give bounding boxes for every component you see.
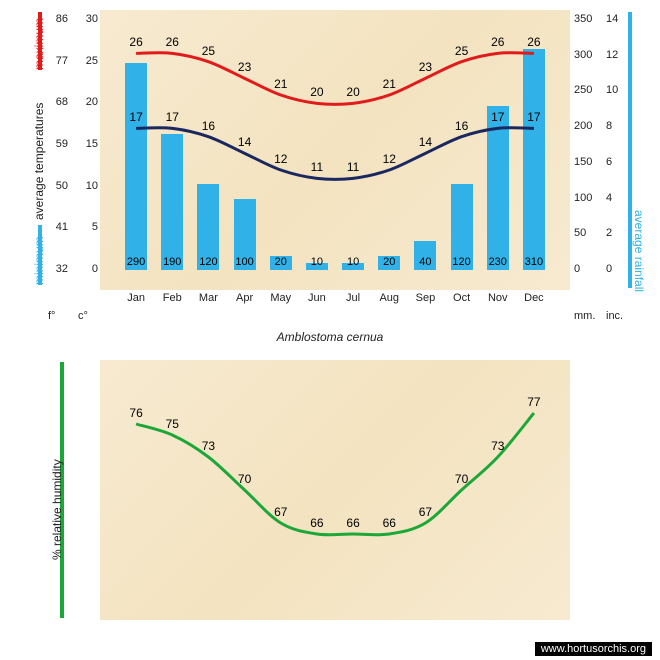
min-temp-value: 14 xyxy=(411,135,439,149)
min-temp-line xyxy=(136,128,534,180)
max-temp-value: 21 xyxy=(375,77,403,91)
month-label: Mar xyxy=(194,292,222,304)
temp-f-tick: 68 xyxy=(48,96,68,108)
rain-mm-tick: 250 xyxy=(574,84,600,96)
rain-in-tick: 10 xyxy=(606,84,626,96)
min-temp-value: 16 xyxy=(194,119,222,133)
max-temp-value: 26 xyxy=(520,35,548,49)
month-label: Jul xyxy=(339,292,367,304)
temp-c-tick: 30 xyxy=(78,13,98,25)
max-temp-value: 23 xyxy=(411,60,439,74)
month-label: Jan xyxy=(122,292,150,304)
rain-in-tick: 14 xyxy=(606,13,626,25)
humidity-value: 76 xyxy=(122,406,150,420)
in-unit-label: inc. xyxy=(606,310,623,322)
rain-in-tick: 6 xyxy=(606,156,626,168)
min-temp-value: 12 xyxy=(267,152,295,166)
rain-mm-tick: 50 xyxy=(574,227,600,239)
humidity-value: 73 xyxy=(484,439,512,453)
month-label: Nov xyxy=(484,292,512,304)
temp-c-tick: 15 xyxy=(78,138,98,150)
max-temp-value: 20 xyxy=(303,85,331,99)
c-unit-label: c° xyxy=(78,310,88,322)
f-unit-label: f° xyxy=(48,310,55,322)
humidity-value: 70 xyxy=(231,472,259,486)
rain-mm-tick: 0 xyxy=(574,263,600,275)
min-temp-value: 14 xyxy=(231,135,259,149)
rain-in-tick: 12 xyxy=(606,49,626,61)
humidity-value: 66 xyxy=(375,516,403,530)
month-label: Dec xyxy=(520,292,548,304)
max-temp-line xyxy=(136,53,534,105)
rain-in-tick: 8 xyxy=(606,120,626,132)
species-caption: Amblostoma cernua xyxy=(0,330,660,344)
rain-in-tick: 2 xyxy=(606,227,626,239)
min-temp-value: 11 xyxy=(303,160,331,174)
min-temp-value: 17 xyxy=(520,110,548,124)
month-label: May xyxy=(267,292,295,304)
temp-f-tick: 59 xyxy=(48,138,68,150)
temp-f-tick: 32 xyxy=(48,263,68,275)
mm-unit-label: mm. xyxy=(574,310,595,322)
rain-mm-tick: 100 xyxy=(574,192,600,204)
month-label: Jun xyxy=(303,292,331,304)
temp-f-tick: 86 xyxy=(48,13,68,25)
temp-c-tick: 10 xyxy=(78,180,98,192)
rain-mm-tick: 150 xyxy=(574,156,600,168)
source-footer: www.hortusorchis.org xyxy=(535,642,652,656)
month-label: Oct xyxy=(448,292,476,304)
min-temp-value: 17 xyxy=(484,110,512,124)
max-temp-value: 25 xyxy=(448,44,476,58)
month-label: Aug xyxy=(375,292,403,304)
humidity-value: 77 xyxy=(520,395,548,409)
min-axis-label: minimum xyxy=(32,236,46,285)
rain-in-tick: 0 xyxy=(606,263,626,275)
rain-mm-tick: 350 xyxy=(574,13,600,25)
humidity-value: 75 xyxy=(158,417,186,431)
max-temp-value: 21 xyxy=(267,77,295,91)
max-temp-value: 20 xyxy=(339,85,367,99)
temp-c-tick: 5 xyxy=(78,221,98,233)
humidity-value: 73 xyxy=(194,439,222,453)
min-temp-value: 16 xyxy=(448,119,476,133)
humidity-value: 67 xyxy=(411,505,439,519)
rain-mm-tick: 200 xyxy=(574,120,600,132)
rainfall-axis-label: average rainfall xyxy=(632,210,646,292)
min-temp-value: 17 xyxy=(158,110,186,124)
max-temp-value: 23 xyxy=(231,60,259,74)
humidity-chart-panel: 76 75 73 70 67 66 66 66 67 70 73 77 xyxy=(100,360,570,620)
humidity-value: 67 xyxy=(267,505,295,519)
humidity-value: 66 xyxy=(339,516,367,530)
avg-axis-label: average temperatures xyxy=(32,103,46,220)
temp-c-tick: 25 xyxy=(78,55,98,67)
max-axis-label: maximum xyxy=(32,18,46,70)
month-label: Feb xyxy=(158,292,186,304)
month-label: Sep xyxy=(411,292,439,304)
month-label: Apr xyxy=(231,292,259,304)
temp-c-tick: 0 xyxy=(78,263,98,275)
rain-in-tick: 4 xyxy=(606,192,626,204)
climate-chart-panel: 2901901201002010102040120230310261726172… xyxy=(100,10,570,290)
max-temp-value: 25 xyxy=(194,44,222,58)
max-temp-value: 26 xyxy=(158,35,186,49)
temp-f-tick: 50 xyxy=(48,180,68,192)
max-temp-value: 26 xyxy=(484,35,512,49)
min-temp-value: 11 xyxy=(339,160,367,174)
temp-f-tick: 41 xyxy=(48,221,68,233)
rain-mm-tick: 300 xyxy=(574,49,600,61)
humidity-axis-label: % relative humidity xyxy=(50,459,64,560)
temp-c-tick: 20 xyxy=(78,96,98,108)
temp-f-tick: 77 xyxy=(48,55,68,67)
max-temp-value: 26 xyxy=(122,35,150,49)
min-temp-value: 12 xyxy=(375,152,403,166)
min-temp-value: 17 xyxy=(122,110,150,124)
humidity-value: 70 xyxy=(448,472,476,486)
humidity-value: 66 xyxy=(303,516,331,530)
